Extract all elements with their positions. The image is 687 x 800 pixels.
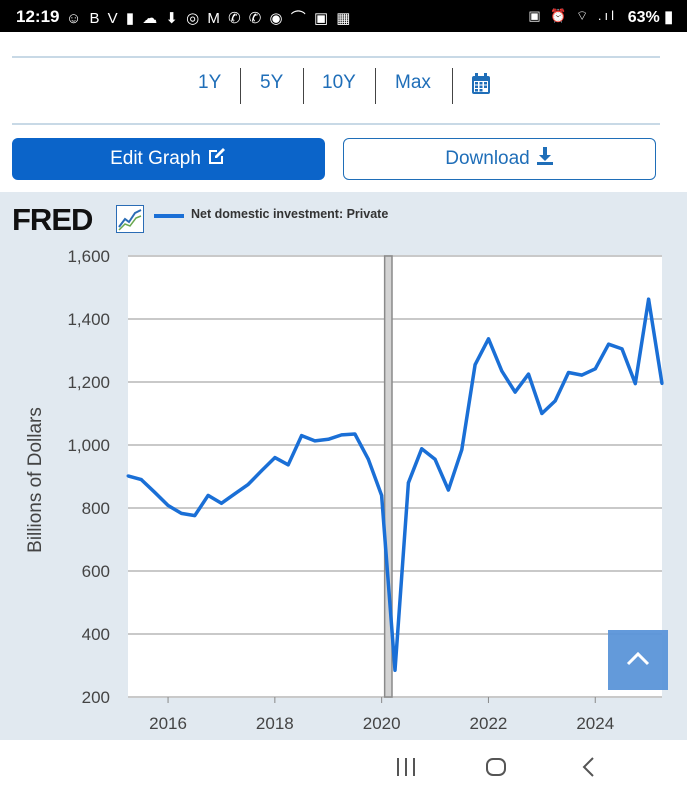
data-point (153, 490, 157, 494)
back-button[interactable] (580, 756, 598, 781)
data-point (126, 474, 130, 478)
data-point (486, 337, 490, 341)
y-axis: 200 400 600 800 1,000 1,200 1,400 1,600 (67, 247, 110, 707)
x-tick-label: 2024 (576, 714, 614, 733)
data-point (593, 367, 597, 371)
data-point (420, 447, 424, 451)
data-point (139, 478, 143, 482)
divider (12, 123, 660, 125)
data-point (406, 481, 410, 485)
data-point (647, 297, 651, 301)
y-tick-label: 400 (82, 625, 110, 644)
y-tick-label: 1,400 (67, 310, 110, 329)
download-label: Download (445, 148, 530, 169)
range-selector: 1Y 5Y 10Y Max (0, 60, 687, 110)
download-icon (536, 146, 554, 172)
data-point (393, 668, 397, 672)
data-point (233, 492, 237, 496)
data-point (179, 511, 183, 515)
data-point (540, 412, 544, 415)
edit-graph-label: Edit Graph (110, 148, 201, 169)
fred-logo: FRED (12, 202, 93, 237)
separator (240, 68, 241, 104)
x-tick-label: 2020 (363, 714, 401, 733)
data-point (353, 432, 357, 436)
data-point (166, 503, 170, 507)
recession-bar (383, 255, 393, 698)
range-10y-button[interactable]: 10Y (322, 72, 356, 93)
y-tick-label: 1,600 (67, 247, 110, 266)
data-point (553, 399, 557, 403)
y-tick-label: 800 (82, 499, 110, 518)
recession-shading (383, 255, 393, 698)
data-point (460, 448, 464, 452)
data-point (500, 369, 504, 373)
data-point (313, 439, 317, 443)
separator (303, 68, 304, 104)
notification-icons: ☺ B V ▮ ☁ ⬇ ◎ M ✆ ✆ ◉ ⌒ ▣ ▦ (66, 10, 353, 27)
home-button[interactable] (485, 756, 507, 781)
data-point (193, 514, 197, 518)
data-point (219, 501, 223, 505)
data-point (366, 457, 370, 461)
plot-area (128, 256, 662, 697)
data-point (473, 363, 477, 367)
data-point (273, 456, 277, 460)
separator (375, 68, 376, 104)
chevron-up-icon (625, 651, 651, 670)
edit-graph-button[interactable]: Edit Graph (12, 138, 325, 180)
data-point (620, 347, 624, 351)
x-tick-label: 2016 (149, 714, 187, 733)
data-point (607, 342, 611, 346)
home-icon (485, 758, 507, 781)
x-axis: 2016 2018 2020 2022 2024 (149, 697, 614, 733)
data-point (206, 493, 210, 497)
series-layer (126, 297, 664, 672)
data-point (246, 482, 250, 486)
data-point (433, 457, 437, 461)
grid (128, 255, 662, 698)
y-tick-label: 200 (82, 688, 110, 707)
data-point (580, 373, 584, 377)
system-icons: ▣ ⏰ ⌔ .ıl (528, 8, 617, 23)
legend-swatch (154, 214, 184, 218)
data-point (340, 433, 344, 437)
download-button[interactable]: Download (343, 138, 656, 180)
range-5y-button[interactable]: 5Y (260, 72, 284, 93)
y-tick-label: 1,000 (67, 436, 110, 455)
divider (12, 56, 660, 58)
calendar-icon[interactable] (471, 73, 491, 100)
data-point (513, 390, 517, 394)
x-tick-label: 2018 (256, 714, 294, 733)
status-time: 12:19 (16, 7, 60, 26)
fred-chart-icon (116, 205, 144, 233)
range-max-button[interactable]: Max (395, 72, 431, 93)
y-tick-label: 600 (82, 562, 110, 581)
x-tick-label: 2022 (470, 714, 508, 733)
range-1y-button[interactable]: 1Y (198, 72, 222, 93)
status-bar: 12:19 ☺ B V ▮ ☁ ⬇ ◎ M ✆ ✆ ◉ ⌒ ▣ ▦ ▣ ⏰ ⌔ … (0, 0, 687, 32)
system-nav-bar (0, 740, 687, 800)
data-point (633, 382, 637, 386)
data-point (260, 469, 263, 473)
recent-apps-button[interactable] (395, 756, 417, 781)
edit-icon (207, 146, 227, 172)
data-point (300, 434, 304, 438)
data-point (567, 371, 571, 375)
data-point (446, 488, 450, 492)
y-axis-label: Billions of Dollars (25, 407, 46, 553)
data-point (380, 493, 384, 497)
back-icon (580, 757, 598, 781)
legend-label: Net domestic investment: Private (191, 207, 389, 221)
data-point (326, 437, 330, 441)
data-point (660, 382, 664, 386)
battery-level: 63% ▮ (627, 9, 673, 26)
data-point (286, 463, 290, 467)
separator (452, 68, 453, 104)
y-tick-label: 1,200 (67, 373, 110, 392)
data-point (527, 372, 530, 376)
scroll-to-top-button[interactable] (608, 630, 668, 690)
recent-apps-icon (395, 758, 417, 781)
